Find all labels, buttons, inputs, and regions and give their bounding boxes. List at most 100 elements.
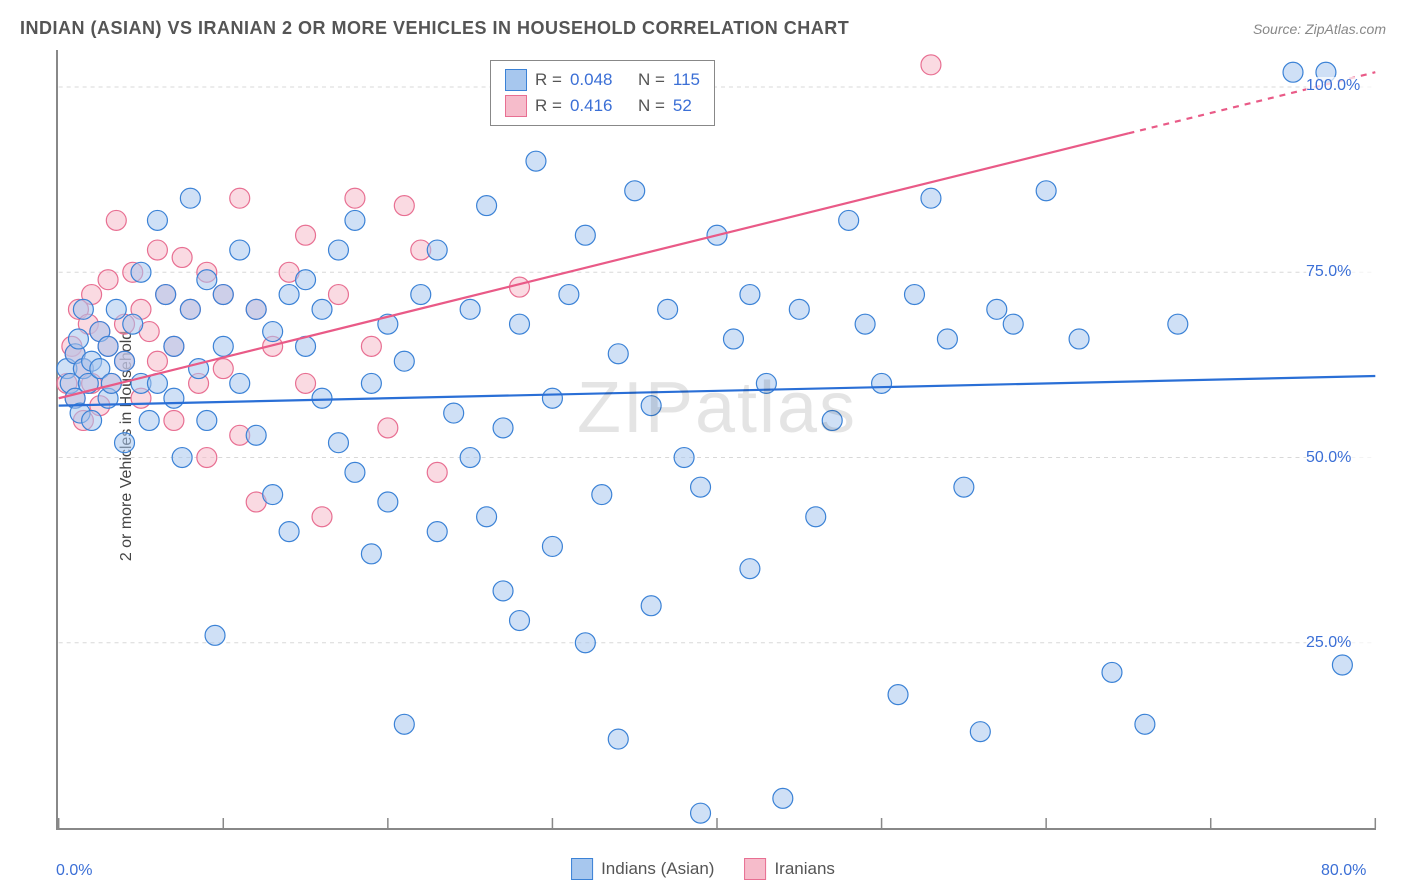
data-point (427, 462, 447, 482)
source-name: ZipAtlas.com (1305, 21, 1386, 37)
data-point (691, 803, 711, 823)
source-label: Source: (1253, 21, 1305, 37)
data-point (172, 448, 192, 468)
data-point (197, 411, 217, 431)
data-point (608, 729, 628, 749)
data-point (427, 522, 447, 542)
data-point (180, 188, 200, 208)
r-label: R = (535, 70, 562, 90)
data-point (131, 262, 151, 282)
data-point (230, 188, 250, 208)
data-point (510, 611, 530, 631)
x-tick-label: 80.0% (1321, 862, 1366, 880)
data-point (625, 181, 645, 201)
data-point (460, 299, 480, 319)
n-label: N = (638, 96, 665, 116)
legend-swatch-iranians (744, 858, 766, 880)
data-point (839, 210, 859, 230)
data-point (674, 448, 694, 468)
data-point (147, 210, 167, 230)
data-point (987, 299, 1007, 319)
data-point (296, 373, 316, 393)
data-point (312, 388, 332, 408)
data-point (1283, 62, 1303, 82)
chart-title: INDIAN (ASIAN) VS IRANIAN 2 OR MORE VEHI… (20, 18, 849, 39)
data-point (542, 388, 562, 408)
r-value-indians: 0.048 (570, 70, 613, 90)
data-point (477, 507, 497, 527)
data-point (411, 285, 431, 305)
data-point (378, 492, 398, 512)
data-point (1332, 655, 1352, 675)
data-point (328, 433, 348, 453)
data-point (296, 270, 316, 290)
data-point (773, 788, 793, 808)
data-point (279, 522, 299, 542)
data-point (164, 411, 184, 431)
data-point (905, 285, 925, 305)
data-point (1168, 314, 1188, 334)
data-point (328, 240, 348, 260)
y-tick-label: 50.0% (1306, 449, 1396, 467)
data-point (378, 418, 398, 438)
data-point (921, 188, 941, 208)
data-point (723, 329, 743, 349)
data-point (328, 285, 348, 305)
n-value-indians: 115 (673, 70, 700, 90)
data-point (164, 336, 184, 356)
data-point (888, 685, 908, 705)
data-point (246, 299, 266, 319)
data-point (394, 351, 414, 371)
y-tick-label: 25.0% (1306, 634, 1396, 652)
data-point (139, 411, 159, 431)
legend-item-indians: Indians (Asian) (571, 858, 714, 880)
data-point (477, 196, 497, 216)
n-label: N = (638, 70, 665, 90)
data-point (147, 351, 167, 371)
data-point (921, 55, 941, 75)
data-point (213, 336, 233, 356)
data-point (394, 196, 414, 216)
data-point (575, 225, 595, 245)
data-point (1036, 181, 1056, 201)
data-point (641, 596, 661, 616)
data-point (106, 210, 126, 230)
data-point (312, 299, 332, 319)
data-point (345, 210, 365, 230)
data-point (658, 299, 678, 319)
data-point (937, 329, 957, 349)
data-point (740, 559, 760, 579)
source-credit: Source: ZipAtlas.com (1253, 21, 1386, 37)
data-point (493, 418, 513, 438)
data-point (115, 351, 135, 371)
data-point (872, 373, 892, 393)
r-value-iranians: 0.416 (570, 96, 613, 116)
legend-label-indians: Indians (Asian) (601, 859, 714, 879)
data-point (197, 270, 217, 290)
data-point (806, 507, 826, 527)
data-point (822, 411, 842, 431)
data-point (954, 477, 974, 497)
data-point (427, 240, 447, 260)
data-point (641, 396, 661, 416)
data-point (394, 714, 414, 734)
data-point (510, 314, 530, 334)
data-point (361, 336, 381, 356)
legend-label-iranians: Iranians (774, 859, 834, 879)
data-point (205, 625, 225, 645)
data-point (296, 225, 316, 245)
data-point (98, 336, 118, 356)
data-point (1069, 329, 1089, 349)
swatch-iranians (505, 95, 527, 117)
data-point (156, 285, 176, 305)
data-point (592, 485, 612, 505)
data-point (970, 722, 990, 742)
bottom-legend: Indians (Asian) Iranians (571, 858, 835, 880)
data-point (123, 314, 143, 334)
data-point (246, 425, 266, 445)
data-point (444, 403, 464, 423)
data-point (1135, 714, 1155, 734)
x-tick-label: 0.0% (56, 862, 92, 880)
data-point (789, 299, 809, 319)
data-point (197, 448, 217, 468)
